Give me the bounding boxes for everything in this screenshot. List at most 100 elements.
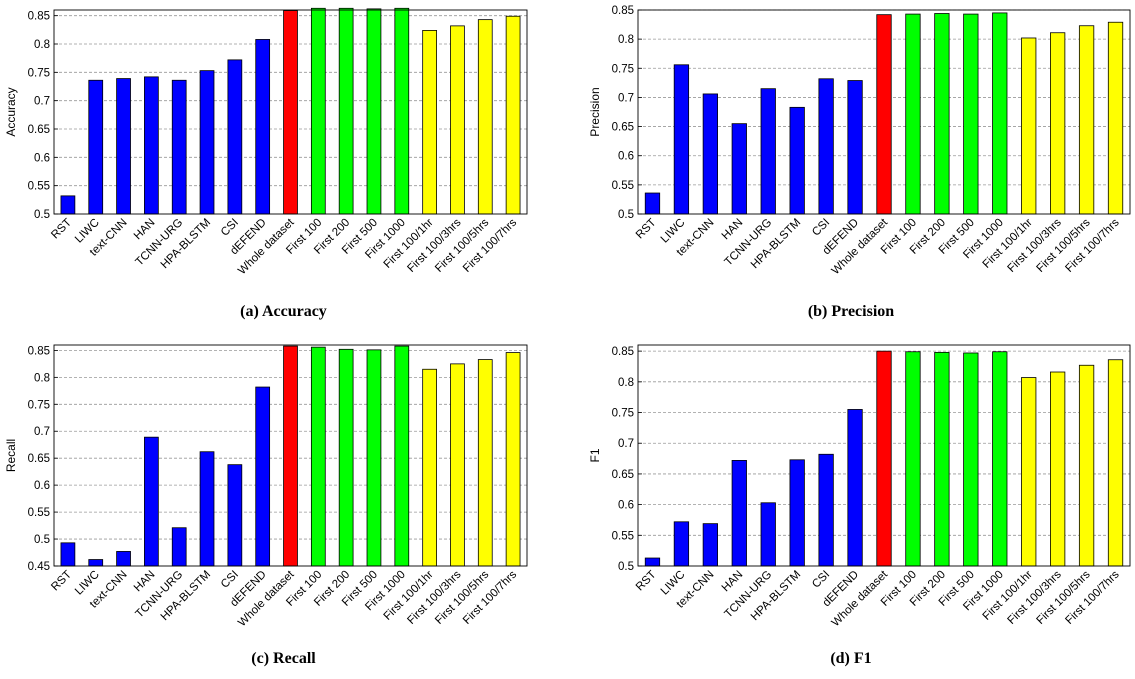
accuracy-ytick-label: 0.6: [34, 152, 50, 164]
accuracy-bar: [505, 15, 521, 215]
accuracy-bar: [422, 29, 437, 215]
precision-bar: [760, 88, 776, 215]
precision-y-axis-label: Precision: [588, 87, 602, 136]
recall-ytick-label: 0.5: [34, 534, 50, 546]
recall-bar: [505, 352, 521, 567]
f1-ytick-label: 0.75: [612, 408, 634, 420]
precision-bar: [1078, 25, 1095, 215]
accuracy-chart-panel: 0.5 0.55 0.6 0.65 0.7 0.75 0.8 0.85 RST LIWC text-…: [0, 0, 567, 339]
accuracy-ytick-label: 0.5: [34, 209, 50, 221]
accuracy-bar: [60, 195, 76, 215]
precision-plot-frame: [637, 9, 1131, 215]
recall-xtick-label: HPA-BLSTM: [159, 569, 213, 623]
precision-ytick-label: 0.65: [612, 122, 634, 134]
f1-bar: [934, 351, 950, 567]
f1-bar: [702, 523, 718, 567]
f1-caption: (d) F1: [830, 650, 872, 667]
recall-ytick-label: 0.45: [28, 561, 50, 573]
accuracy-xtick-label: HPA-BLSTM: [159, 217, 213, 271]
precision-ytick-label: 0.5: [618, 209, 634, 221]
f1-bar: [789, 459, 805, 567]
precision-bar: [1021, 37, 1037, 215]
accuracy-bar: [88, 79, 104, 215]
precision-xtick-label: CSI: [810, 217, 832, 239]
recall-ytick-label: 0.7: [34, 426, 50, 438]
accuracy-ytick-label: 0.7: [34, 96, 50, 108]
accuracy-bar: [394, 7, 410, 215]
precision-bar: [1107, 21, 1124, 215]
recall-bar: [310, 346, 326, 567]
precision-ytick-label: 0.75: [612, 63, 634, 75]
recall-ytick-label: 0.85: [28, 345, 50, 357]
precision-bar: [789, 106, 805, 215]
precision-bar: [818, 78, 834, 215]
precision-bar: [905, 13, 921, 215]
recall-ytick-label: 0.75: [28, 399, 50, 411]
precision-bar: [731, 123, 747, 215]
precision-bar: [1050, 32, 1066, 215]
f1-ytick-label: 0.55: [612, 530, 634, 542]
precision-ytick-label: 0.6: [618, 151, 634, 163]
recall-bar: [255, 386, 271, 567]
f1-bar: [1107, 359, 1124, 567]
f1-bar: [731, 460, 747, 567]
accuracy-y-axis-label: Accuracy: [4, 87, 18, 136]
accuracy-ytick-label: 0.8: [34, 39, 50, 51]
recall-caption: (c) Recall: [251, 650, 316, 667]
precision-xtick-label: HAN: [720, 217, 746, 243]
accuracy-bar: [171, 79, 187, 215]
accuracy-bar: [366, 8, 382, 215]
f1-bar: [1078, 364, 1095, 567]
recall-bar: [366, 349, 382, 567]
f1-chart-panel: 0.5 0.55 0.6 0.65 0.7 0.75 0.8 0.85 RST LIWC text-…: [567, 339, 1135, 679]
accuracy-xtick-label: CSI: [219, 217, 241, 239]
f1-ytick-label: 0.6: [618, 500, 634, 512]
f1-bar: [847, 409, 863, 567]
accuracy-bar: [283, 10, 298, 215]
precision-caption: (b) Precision: [807, 303, 895, 320]
f1-ytick-label: 0.85: [612, 346, 634, 358]
accuracy-ytick-label: 0.65: [28, 124, 50, 136]
recall-chart-panel: 0.45 0.5 0.55 0.6 0.65 0.7 0.75 0.8 0.85 RST LIWC t…: [0, 339, 567, 679]
recall-bar: [422, 368, 437, 567]
recall-ytick-label: 0.6: [34, 480, 50, 492]
recall-ytick-label: 0.8: [34, 372, 50, 384]
recall-bar: [171, 527, 187, 567]
f1-xtick-label: RST: [634, 569, 659, 594]
accuracy-caption: (a) Accuracy: [240, 303, 327, 320]
precision-bar: [847, 80, 863, 215]
accuracy-ytick-label: 0.75: [28, 67, 50, 79]
recall-bar: [450, 363, 465, 567]
f1-y-axis-label: F1: [588, 448, 602, 462]
recall-bar: [88, 559, 104, 567]
f1-bar: [876, 350, 892, 567]
accuracy-plot-frame: [53, 9, 528, 215]
f1-bar: [818, 453, 834, 567]
precision-bar: [702, 93, 718, 215]
recall-bar: [60, 542, 76, 567]
accuracy-bar: [310, 7, 326, 215]
precision-ytick-label: 0.8: [618, 34, 634, 46]
recall-y-axis-label: Recall: [4, 439, 18, 472]
f1-bar: [760, 502, 776, 567]
f1-ytick-label: 0.7: [618, 438, 634, 450]
recall-ytick-label: 0.55: [28, 507, 50, 519]
f1-plot-frame: [637, 344, 1131, 567]
accuracy-bar: [477, 19, 493, 215]
f1-bar: [1050, 371, 1066, 567]
precision-bar: [992, 12, 1008, 215]
precision-ytick-label: 0.55: [612, 180, 634, 192]
f1-ytick-label: 0.65: [612, 469, 634, 481]
accuracy-bar: [338, 7, 354, 215]
f1-bar: [673, 521, 690, 567]
precision-xtick-label: RST: [634, 217, 659, 242]
f1-bar: [644, 557, 661, 567]
precision-bar: [963, 13, 979, 215]
recall-bar: [477, 359, 493, 567]
accuracy-ytick-label: 0.85: [28, 11, 50, 23]
precision-bar: [934, 13, 950, 215]
f1-xtick-label: First 100/7hrs: [1063, 568, 1121, 626]
